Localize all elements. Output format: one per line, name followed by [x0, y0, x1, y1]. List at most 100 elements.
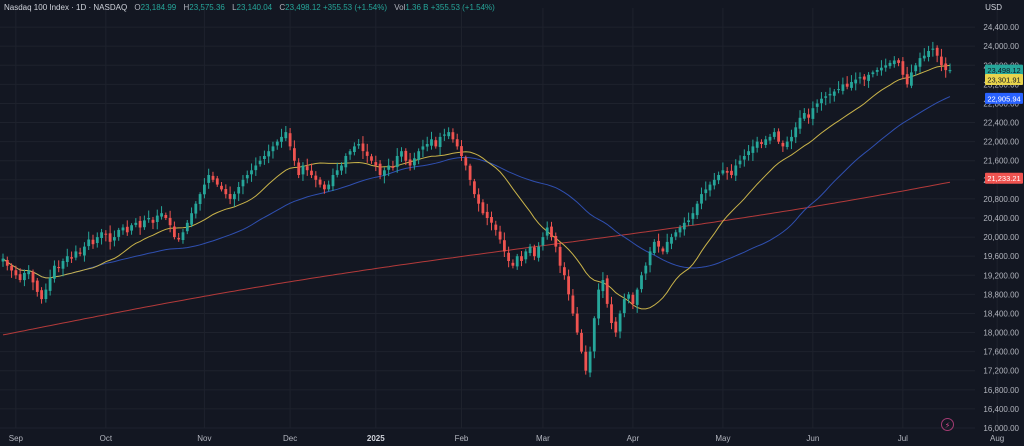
candle-body	[734, 165, 738, 176]
candle-body	[473, 181, 476, 195]
candle-body	[884, 65, 888, 68]
currency-label[interactable]: USD	[985, 3, 1002, 12]
candle-body	[661, 248, 665, 252]
candle-body	[751, 146, 755, 153]
x-tick-label: Jun	[806, 434, 819, 443]
candle-body	[134, 222, 138, 225]
candle-body	[498, 231, 502, 240]
candle-body	[618, 313, 622, 332]
candle-body	[434, 140, 438, 147]
price-label-box	[985, 64, 1023, 76]
price-label-text: 23,301.91	[987, 75, 1020, 84]
x-tick-label: Sep	[9, 434, 24, 443]
lightning-icon[interactable]: ⚡	[941, 418, 954, 431]
y-tick-label: 22,800.00	[983, 99, 1019, 108]
candle-body	[18, 274, 22, 280]
symbol-legend[interactable]: Nasdaq 100 Index · 1D · NASDAQ O23,184.9…	[4, 3, 495, 12]
y-tick-label: 21,600.00	[983, 157, 1019, 166]
high-value: 23,575.36	[189, 3, 225, 12]
volume-change: +355.53 (+1.54%)	[430, 3, 495, 12]
candle-body	[781, 142, 785, 147]
open-value: 23,184.99	[140, 3, 177, 12]
candle-body	[10, 265, 13, 271]
low-label: L	[232, 3, 237, 12]
candle-body	[935, 47, 939, 56]
y-tick-label: 16,000.00	[983, 424, 1019, 433]
candle-body	[293, 148, 296, 161]
y-tick-label: 19,200.00	[983, 271, 1019, 280]
time-axis[interactable]: SepOctNovDec2025FebMarAprMayJunJulAugSep	[9, 434, 1024, 443]
candle-body	[254, 165, 258, 171]
candle-body	[147, 218, 151, 220]
candle-body	[588, 351, 592, 373]
candle-body	[914, 65, 918, 72]
candle-body	[155, 215, 159, 222]
candle-body	[318, 179, 322, 185]
candle-body	[78, 252, 82, 254]
symbol-title[interactable]: Nasdaq 100 Index · 1D · NASDAQ	[4, 3, 128, 12]
candle-body	[652, 241, 656, 253]
candle-body	[738, 160, 742, 165]
candle-body	[151, 219, 155, 223]
ma-short-line	[2, 64, 951, 310]
candle-body	[271, 146, 275, 152]
x-tick-label: 2025	[367, 434, 385, 443]
high-label: H	[183, 3, 190, 12]
y-tick-label: 20,000.00	[983, 233, 1019, 242]
change-value: +355.53 (+1.54%)	[322, 3, 388, 12]
candle-body	[464, 157, 468, 166]
candle-body	[802, 113, 806, 119]
candle-body	[168, 217, 172, 226]
candle-body	[524, 251, 528, 260]
y-tick-label: 24,400.00	[983, 23, 1019, 32]
candle-body	[811, 108, 815, 119]
candle-body	[494, 224, 498, 230]
candle-body	[31, 271, 35, 283]
candle-body	[807, 114, 810, 118]
candle-body	[250, 170, 253, 175]
candle-body	[477, 194, 480, 204]
candle-body	[545, 227, 549, 236]
candle-body	[927, 51, 930, 57]
candle-body	[198, 194, 202, 204]
candle-body	[755, 141, 759, 148]
candle-body	[678, 227, 682, 233]
candle-body	[790, 136, 793, 142]
candle-body	[841, 84, 845, 91]
x-tick-label: Mar	[536, 434, 550, 443]
candle-body	[323, 184, 326, 190]
candle-body	[644, 265, 648, 274]
candle-body	[173, 226, 176, 238]
candle-body	[554, 236, 558, 247]
candle-body	[712, 179, 716, 186]
candle-body	[610, 304, 613, 323]
candle-body	[837, 89, 840, 91]
candle-body	[421, 146, 425, 150]
candle-body	[507, 252, 510, 261]
candle-body	[258, 160, 262, 165]
candle-body	[65, 256, 69, 262]
candle-body	[438, 136, 442, 147]
candle-body	[682, 222, 686, 230]
candle-body	[820, 98, 823, 104]
candle-body	[871, 72, 875, 75]
grid	[0, 8, 998, 429]
candle-body	[468, 165, 472, 180]
candle-body	[267, 151, 271, 157]
candle-body	[922, 55, 926, 59]
y-tick-label: 20,800.00	[983, 195, 1019, 204]
candle-body	[584, 351, 588, 371]
candle-body	[657, 240, 660, 247]
candle-body	[447, 132, 451, 137]
price-axis[interactable]: 16,000.00 16,400.00 16,800.00 17,200.00 17,6…	[983, 23, 1019, 433]
candles	[1, 41, 952, 378]
candle-body	[87, 239, 91, 247]
candle-body	[862, 76, 866, 80]
candle-body	[335, 170, 339, 175]
candle-body	[280, 136, 283, 142]
candle-body	[353, 146, 356, 152]
candle-body	[91, 239, 95, 245]
candle-body	[550, 226, 553, 238]
candle-body	[138, 220, 142, 228]
